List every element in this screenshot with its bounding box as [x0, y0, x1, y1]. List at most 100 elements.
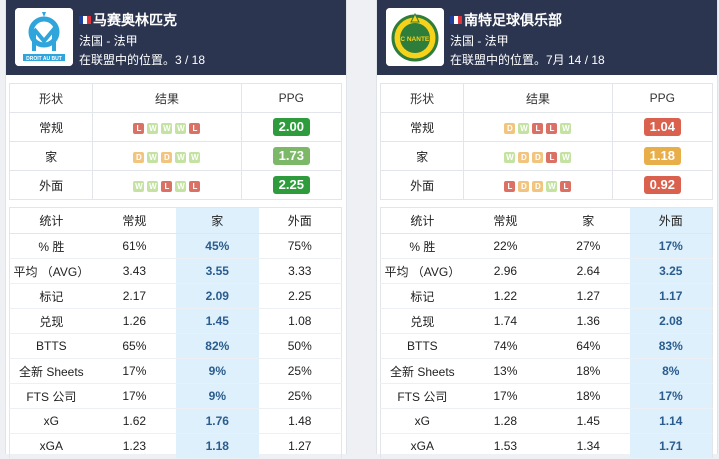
stats-row-label: 平均 （AVG）: [8, 258, 93, 284]
stats-row: 兑现 1.74 1.36 2.08: [379, 308, 713, 334]
stats-header-2[interactable]: 家: [547, 207, 630, 234]
stats-row: % 胜 22% 27% 17%: [379, 233, 713, 259]
stats-cell: 17%: [463, 383, 548, 409]
stats-cell: 1.28: [463, 408, 548, 434]
result-badge[interactable]: W: [175, 152, 187, 163]
form-row: 常规 D W L L W 1.04: [379, 112, 714, 142]
result-badge[interactable]: W: [161, 123, 173, 134]
stats-cell: 1.27: [258, 433, 342, 459]
stats-cell: 17%: [629, 233, 713, 259]
result-badge[interactable]: L: [560, 181, 572, 192]
result-badge[interactable]: W: [560, 152, 572, 163]
result-badge[interactable]: W: [518, 123, 530, 134]
stats-header-2[interactable]: 家: [176, 207, 259, 234]
stats-header-1[interactable]: 常规: [92, 207, 177, 234]
result-badge[interactable]: W: [175, 123, 187, 134]
stats-cell: 64%: [547, 333, 630, 359]
stats-row-label: 兑现: [8, 308, 93, 334]
ppg-badge: 1.18: [643, 147, 681, 165]
stats-cell: 18%: [547, 358, 630, 384]
result-badge[interactable]: W: [147, 123, 159, 134]
fc-nantes-crest-icon[interactable]: FC NANTES: [386, 8, 444, 66]
stats-cell: 75%: [258, 233, 342, 259]
stats-table: 统计 常规家外面 % 胜 22% 27% 17% 平均 （AVG） 2.96 2.64 3.25…: [379, 207, 713, 459]
marseille-crest-icon[interactable]: DROIT AU BUT: [15, 8, 73, 66]
ppg-badge: 2.25: [272, 176, 310, 194]
stats-cell: 2.09: [176, 283, 259, 309]
stats-cell: 27%: [547, 233, 630, 259]
stats-header-3[interactable]: 外面: [629, 207, 713, 234]
form-header-shape: 形状: [8, 83, 94, 113]
stats-row-label: BTTS: [8, 333, 93, 359]
result-badge[interactable]: L: [504, 181, 516, 192]
stats-cell: 8%: [629, 358, 713, 384]
stats-cell: 1.45: [547, 408, 630, 434]
result-badge[interactable]: D: [518, 152, 530, 163]
result-badge[interactable]: W: [133, 181, 145, 192]
result-badge[interactable]: D: [133, 152, 145, 163]
result-badge[interactable]: D: [532, 181, 544, 192]
result-badge[interactable]: D: [532, 152, 544, 163]
stats-row-label: 标记: [379, 283, 464, 309]
result-badge[interactable]: W: [147, 152, 159, 163]
result-badge[interactable]: W: [560, 123, 572, 134]
stats-cell: 3.55: [176, 258, 259, 284]
result-badge[interactable]: W: [189, 152, 201, 163]
result-badge[interactable]: L: [546, 123, 558, 134]
stats-cell: 25%: [258, 383, 342, 409]
stats-cell: 1.36: [547, 308, 630, 334]
result-badge[interactable]: L: [189, 181, 201, 192]
result-badge[interactable]: W: [546, 181, 558, 192]
stats-cell: 1.26: [92, 308, 177, 334]
result-badge[interactable]: L: [546, 152, 558, 163]
stats-cell: 74%: [463, 333, 548, 359]
result-badge[interactable]: D: [518, 181, 530, 192]
stats-cell: 1.08: [258, 308, 342, 334]
team-name[interactable]: 马赛奥林匹克: [79, 10, 177, 30]
team-header: FC NANTES 南特足球俱乐部 法国 - 法甲 在联盟中的位置。7月 14 …: [377, 0, 717, 75]
stats-row: FTS 公司 17% 18% 17%: [379, 383, 713, 409]
stats-row: xG 1.28 1.45 1.14: [379, 408, 713, 434]
france-flag-icon: [79, 16, 91, 24]
stats-header-1[interactable]: 常规: [463, 207, 548, 234]
result-badge[interactable]: L: [161, 181, 173, 192]
form-header-shape: 形状: [379, 83, 465, 113]
stats-cell: 3.33: [258, 258, 342, 284]
result-badge[interactable]: W: [175, 181, 187, 192]
stats-cell: 17%: [92, 383, 177, 409]
stats-row: xGA 1.53 1.34 1.71: [379, 433, 713, 459]
result-badge[interactable]: L: [133, 123, 145, 134]
result-badge[interactable]: D: [504, 123, 516, 134]
stats-cell: 1.53: [463, 433, 548, 459]
stats-row: 兑现 1.26 1.45 1.08: [8, 308, 342, 334]
result-badge[interactable]: L: [532, 123, 544, 134]
result-badge[interactable]: W: [147, 181, 159, 192]
stats-row-label: % 胜: [379, 233, 464, 259]
result-badge[interactable]: W: [504, 152, 516, 163]
ppg-cell: 1.18: [611, 141, 714, 171]
team-league-position: 在联盟中的位置。7月 14 / 18: [450, 53, 605, 67]
stats-header-0: 统计: [379, 207, 464, 234]
ppg-cell: 0.92: [611, 170, 714, 200]
stats-row-label: xGA: [379, 433, 464, 459]
stats-header-3[interactable]: 外面: [258, 207, 342, 234]
stats-cell: 25%: [258, 358, 342, 384]
result-badge[interactable]: D: [161, 152, 173, 163]
stats-cell: 61%: [92, 233, 177, 259]
stats-cell: 1.34: [547, 433, 630, 459]
stats-row: 全新 Sheets 13% 18% 8%: [379, 358, 713, 384]
stats-cell: 1.23: [92, 433, 177, 459]
form-table: 形状 结果 PPG 常规 D W L L W 1.04 家 W D D L W 1.18 外面 L D D W L 0.…: [379, 83, 714, 200]
form-row-label: 常规: [8, 112, 94, 142]
stats-cell: 1.14: [629, 408, 713, 434]
stats-cell: 1.74: [463, 308, 548, 334]
team-name[interactable]: 南特足球俱乐部: [450, 10, 562, 30]
result-badge[interactable]: L: [189, 123, 201, 134]
